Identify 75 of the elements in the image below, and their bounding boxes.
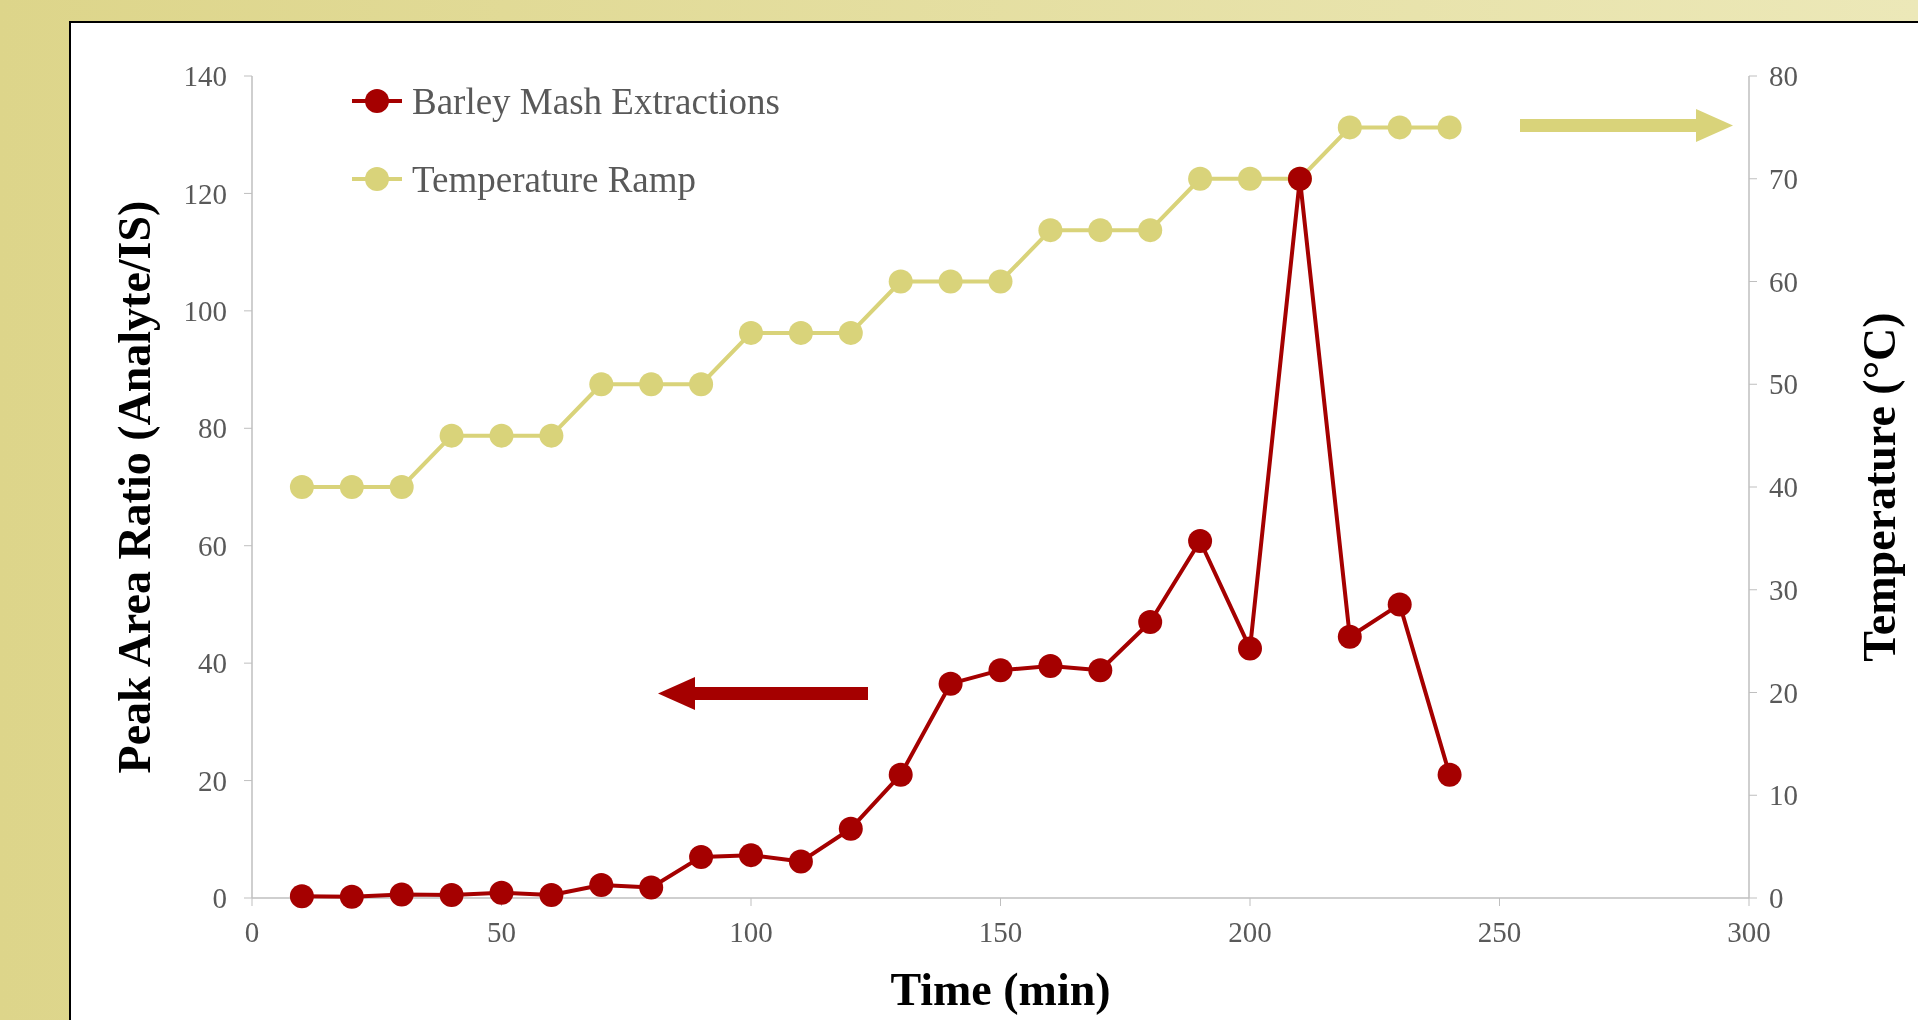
point bbox=[1437, 762, 1462, 787]
x-tick-label: 200 bbox=[1228, 916, 1272, 948]
point bbox=[439, 423, 464, 448]
point bbox=[1238, 636, 1262, 661]
y-tick-label: 120 bbox=[183, 177, 227, 210]
point bbox=[389, 882, 414, 907]
y2-tick-label: 70 bbox=[1769, 162, 1798, 195]
point bbox=[1238, 166, 1262, 191]
point bbox=[1138, 218, 1163, 243]
x-axis-title: Time (min) bbox=[890, 964, 1111, 1015]
y2-tick-label: 60 bbox=[1769, 265, 1798, 298]
point bbox=[439, 883, 464, 908]
x-tick-label: 150 bbox=[978, 916, 1023, 948]
point bbox=[589, 873, 614, 898]
point bbox=[988, 658, 1013, 683]
point bbox=[539, 883, 564, 908]
y-tick-label: 80 bbox=[198, 412, 227, 445]
y-tick-label: 140 bbox=[183, 60, 227, 93]
point bbox=[489, 880, 514, 905]
point bbox=[788, 320, 813, 345]
y2-tick-label: 50 bbox=[1769, 368, 1798, 401]
y2-tick-label: 0 bbox=[1769, 882, 1784, 915]
x-tick-label: 0 bbox=[244, 916, 260, 948]
y2-tick-label: 80 bbox=[1769, 60, 1798, 93]
y-tick-label: 20 bbox=[198, 764, 227, 797]
y-tick-label: 0 bbox=[212, 882, 227, 915]
point bbox=[1138, 610, 1163, 635]
point bbox=[1387, 592, 1412, 617]
point bbox=[739, 320, 763, 345]
point bbox=[1337, 115, 1362, 140]
point bbox=[1038, 218, 1063, 243]
point bbox=[389, 475, 414, 499]
point bbox=[689, 844, 714, 869]
y-axis-title: Peak Area Ratio (Analyte/IS) bbox=[109, 200, 160, 774]
point bbox=[988, 269, 1013, 294]
y2-tick-label: 30 bbox=[1769, 573, 1798, 606]
point bbox=[639, 372, 664, 397]
point bbox=[1038, 654, 1063, 679]
y2-axis-title: Temperature (°C) bbox=[1854, 312, 1905, 662]
legend-label: Temperature Ramp bbox=[412, 158, 697, 200]
point bbox=[739, 843, 763, 868]
point bbox=[339, 884, 364, 909]
point bbox=[639, 875, 664, 900]
legend-label: Barley Mash Extractions bbox=[412, 80, 780, 122]
point bbox=[1188, 166, 1213, 191]
y2-tick-label: 10 bbox=[1769, 779, 1798, 812]
point bbox=[888, 762, 913, 787]
point bbox=[788, 849, 813, 874]
x-tick-label: 250 bbox=[1477, 916, 1522, 948]
point bbox=[938, 269, 963, 294]
point bbox=[838, 320, 863, 345]
x-tick-label: 50 bbox=[487, 916, 516, 948]
y-tick-label: 60 bbox=[198, 529, 227, 562]
point bbox=[289, 884, 314, 909]
x-tick-label: 100 bbox=[729, 916, 773, 948]
point bbox=[489, 423, 514, 448]
point bbox=[1437, 115, 1462, 140]
y2-tick-label: 40 bbox=[1769, 471, 1798, 504]
point bbox=[838, 816, 863, 841]
y2-tick-label: 20 bbox=[1769, 676, 1798, 709]
point bbox=[339, 475, 364, 499]
point bbox=[689, 372, 714, 397]
x-tick-label: 300 bbox=[1727, 916, 1771, 948]
point bbox=[539, 423, 564, 448]
point bbox=[938, 671, 963, 696]
point bbox=[1088, 658, 1113, 683]
point bbox=[1088, 218, 1113, 243]
point bbox=[589, 372, 614, 397]
point bbox=[1337, 624, 1362, 649]
point bbox=[1188, 529, 1213, 554]
y-tick-label: 40 bbox=[198, 647, 227, 680]
point bbox=[1387, 115, 1412, 140]
point bbox=[289, 475, 314, 499]
point bbox=[888, 269, 913, 294]
y-tick-label: 100 bbox=[183, 295, 227, 328]
